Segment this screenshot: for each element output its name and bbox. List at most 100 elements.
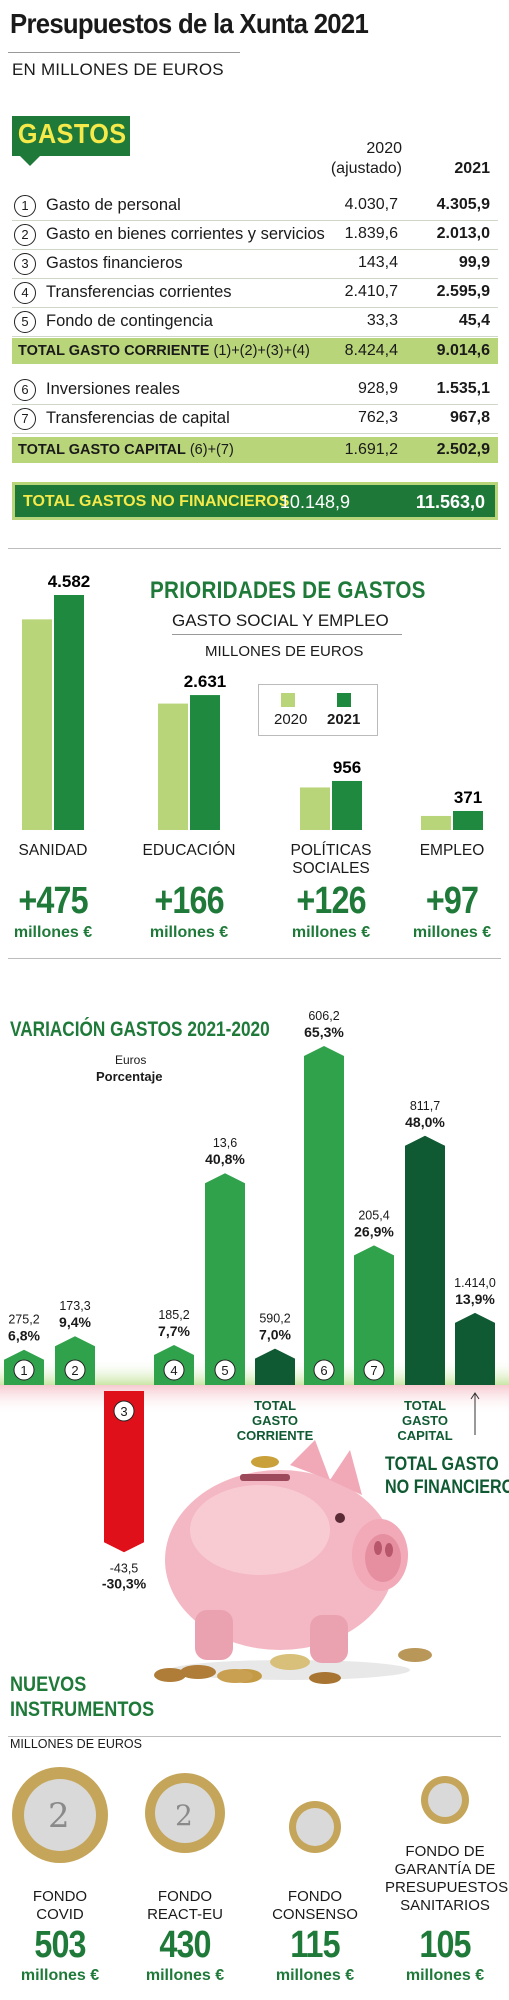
- bar-number-3: 4: [170, 1363, 177, 1378]
- total-label-5-1: GASTO: [252, 1413, 298, 1428]
- delta-value-0: +475: [18, 880, 88, 922]
- variacion-sub-euros: Euros: [115, 1053, 147, 1067]
- total-label-8-2: CAPITAL: [397, 1428, 452, 1443]
- variation-bar-8: [405, 1135, 445, 1385]
- fund-label-line: GARANTÍA DE: [394, 1861, 496, 1878]
- total-gasto-capital-2021: 2.502,9: [436, 441, 490, 458]
- coin-images: 2 2: [12, 1767, 469, 1863]
- total-gasto-nf-label-1: TOTAL GASTO: [385, 1454, 499, 1475]
- fund-label-0: FONDO COVID: [0, 1888, 120, 1924]
- fund-label-line: CONSENSO: [272, 1906, 358, 1923]
- delta-unit-1: millones €: [149, 924, 229, 941]
- row-divider: [12, 404, 498, 405]
- row-divider: [12, 307, 498, 308]
- euro-label-7: 205,4: [358, 1208, 389, 1222]
- fund-value-2: 115: [290, 1924, 340, 1966]
- gastos-tag-background: [12, 116, 130, 156]
- variation-bar-5: [255, 1348, 295, 1385]
- row-number-badge: 7: [14, 408, 36, 430]
- total-gasto-nf-label-2: NO FINANCIERO: [385, 1477, 509, 1498]
- total-label-5-0: TOTAL: [254, 1398, 296, 1413]
- prioridades-title: PRIORIDADES DE GASTOS: [150, 577, 426, 604]
- table-row: 7 Transferencias de capital 762,3 967,8: [12, 406, 498, 432]
- bar-number-badge-0: [13, 1359, 35, 1381]
- fund-value-1: 430: [159, 1924, 211, 1966]
- svg-text:2: 2: [175, 1799, 193, 1832]
- variation-bar-6: [304, 1046, 344, 1385]
- page-title: Presupuestos de la Xunta 2021: [10, 8, 369, 39]
- total-no-financieros-2021: 11.563,0: [415, 492, 485, 512]
- total-gasto-corriente: TOTAL GASTO CORRIENTE (1)+(2)+(3)+(4) 8.4…: [12, 338, 498, 364]
- data-label-2021-3: 371: [454, 788, 482, 807]
- row-value-2021: 1.535,1: [436, 380, 490, 397]
- coins-illustration: [154, 1668, 253, 1683]
- delta-unit-0: millones €: [13, 924, 93, 941]
- bar-number-7: 7: [370, 1363, 377, 1378]
- delta-unit-3: millones €: [412, 924, 492, 941]
- prioridades-bar-chart: 4.582 2.631 956 371: [22, 572, 483, 830]
- piggy-bank-illustration: [165, 1440, 432, 1684]
- legend-label-2020: 2020: [274, 711, 308, 728]
- bar-number-2: 3: [120, 1404, 127, 1419]
- coin-icon-large-1: 2: [12, 1767, 108, 1863]
- total-gasto-capital-formula: (6)+(7): [185, 442, 234, 458]
- bar-number-badge-7: [363, 1359, 385, 1381]
- bar-number-badge-6: [313, 1359, 335, 1381]
- fund-label-3: FONDO DE GARANTÍA DE PRESUPUESTOS SANITARIO…: [385, 1843, 509, 1915]
- fund-label-2: FONDO CONSENSO: [255, 1888, 375, 1924]
- total-gasto-corriente-formula: (1)+(2)+(3)+(4): [209, 343, 310, 359]
- row-divider: [12, 220, 498, 221]
- row-value-2021: 99,9: [458, 254, 490, 271]
- row-label: Gastos financieros: [46, 254, 183, 272]
- row-value-2021: 4.305,9: [436, 196, 490, 213]
- row-number-badge: 2: [14, 224, 36, 246]
- percent-label-1: 9,4%: [59, 1314, 91, 1330]
- table-row: 6 Inversiones reales 928,9 1.535,1: [12, 377, 498, 403]
- fund-label-line: COVID: [36, 1906, 84, 1923]
- delta-value-1: +166: [154, 880, 224, 922]
- prioridades-units: MILLONES DE EUROS: [205, 643, 364, 660]
- bar-2020-0: [22, 619, 52, 830]
- row-value-2021: 967,8: [449, 409, 490, 426]
- delta-unit-2: millones €: [291, 924, 371, 941]
- total-gasto-corriente-title: TOTAL GASTO CORRIENTE: [18, 343, 210, 359]
- total-gasto-capital-2020: 1.691,2: [344, 441, 398, 458]
- row-value-2020: 33,3: [366, 312, 398, 329]
- col-2020-header: 2020: [366, 140, 402, 157]
- fund-label-line: SANITARIOS: [400, 1897, 490, 1914]
- row-value-2021: 45,4: [458, 312, 490, 329]
- percent-label-8: 48,0%: [405, 1114, 445, 1130]
- fund-label-line: PRESUPUESTOS: [385, 1879, 509, 1896]
- percent-label-4: 40,8%: [205, 1151, 245, 1167]
- row-label: Inversiones reales: [46, 380, 180, 398]
- bar-number-0: 1: [20, 1363, 27, 1378]
- euro-label-0: 275,2: [8, 1313, 39, 1327]
- row-value-2021: 2.595,9: [436, 283, 490, 300]
- category-label-3: EMPLEO: [419, 842, 485, 859]
- bar-number-1: 2: [71, 1363, 78, 1378]
- row-value-2020: 1.839,6: [344, 225, 398, 242]
- legend-swatch-2021: [337, 693, 351, 707]
- row-label: Transferencias corrientes: [46, 283, 232, 301]
- variation-bar-2: [104, 1391, 144, 1553]
- bar-2020-3: [421, 815, 451, 830]
- percent-label-3: 7,7%: [158, 1323, 190, 1339]
- row-label: Transferencias de capital: [46, 409, 230, 427]
- euro-label-8: 811,7: [410, 1099, 440, 1113]
- percent-label-5: 7,0%: [259, 1327, 291, 1343]
- row-label: Fondo de contingencia: [46, 312, 213, 330]
- total-no-financieros-2020: 10.148,9: [279, 492, 350, 512]
- table-row: 5 Fondo de contingencia 33,3 45,4: [12, 309, 498, 335]
- page-subtitle: EN MILLONES DE EUROS: [12, 60, 224, 79]
- euro-label-6: 606,2: [308, 1009, 339, 1023]
- section-divider: [8, 548, 501, 549]
- bar-number-badge-3: [163, 1359, 185, 1381]
- data-label-2021-0: 4.582: [48, 572, 91, 591]
- fund-unit-2: millones €: [275, 1967, 355, 1984]
- total-gasto-capital-title: TOTAL GASTO CAPITAL: [18, 442, 186, 458]
- title-divider: [8, 52, 240, 53]
- category-label-2: POLÍTICAS SOCIALES: [290, 842, 372, 877]
- row-number-badge: 3: [14, 253, 36, 275]
- bar-2021-3: [453, 810, 483, 830]
- coin-icon-medium: [289, 1801, 341, 1853]
